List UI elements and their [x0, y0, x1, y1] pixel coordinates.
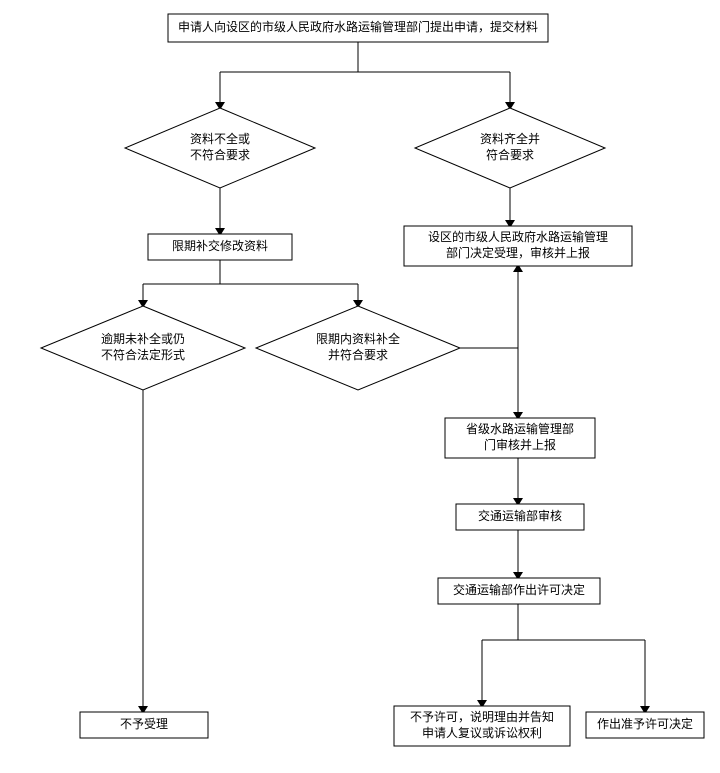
dec_incomplete-text: 不符合要求	[190, 147, 250, 162]
accept_review-text: 设区的市级人民政府水路运输管理	[428, 229, 608, 244]
dec_incomplete-text: 资料不全或	[190, 131, 250, 146]
start-text: 申请人向设区的市级人民政府水路运输管理部门提出申请，提交材料	[178, 19, 538, 34]
node-accept_review: 设区的市级人民政府水路运输管理部门决定受理，审核并上报	[404, 226, 632, 266]
dec_fixed-text: 限期内资料补全	[316, 331, 400, 346]
dec_overdue-text: 逾期未补全或仍	[101, 331, 185, 346]
node-dec_incomplete: 资料不全或不符合要求	[125, 108, 315, 188]
node-provincial: 省级水路运输管理部门审核并上报	[445, 418, 595, 458]
node-reject_accept: 不予受理	[80, 712, 208, 738]
dec_complete-text: 资料齐全并	[480, 131, 540, 146]
node-fix_deadline: 限期补交修改资料	[148, 234, 292, 260]
node-dec_fixed: 限期内资料补全并符合要求	[256, 306, 460, 390]
node-dec_overdue: 逾期未补全或仍不符合法定形式	[41, 306, 245, 390]
flowchart-canvas: 申请人向设区的市级人民政府水路运输管理部门提出申请，提交材料资料不全或不符合要求…	[0, 0, 720, 773]
dec_complete-text: 符合要求	[486, 147, 534, 162]
dec_fixed-text: 并符合要求	[328, 347, 388, 362]
mot_decision-text: 交通运输部作出许可决定	[453, 582, 585, 597]
deny_permit-text: 申请人复议或诉讼权利	[422, 726, 542, 740]
node-dec_complete: 资料齐全并符合要求	[415, 108, 605, 188]
node-mot_decision: 交通运输部作出许可决定	[438, 578, 600, 604]
node-deny_permit: 不予许可，说明理由并告知申请人复议或诉讼权利	[394, 706, 570, 746]
provincial-text: 省级水路运输管理部	[466, 421, 574, 436]
provincial-text: 门审核并上报	[484, 437, 556, 452]
mot_review-text: 交通运输部审核	[478, 508, 562, 523]
node-mot_review: 交通运输部审核	[456, 504, 584, 530]
deny_permit-text: 不予许可，说明理由并告知	[410, 709, 554, 724]
fix_deadline-text: 限期补交修改资料	[172, 238, 268, 253]
reject_accept-text: 不予受理	[120, 717, 168, 731]
node-start: 申请人向设区的市级人民政府水路运输管理部门提出申请，提交材料	[168, 14, 548, 42]
edge-10	[460, 266, 518, 348]
dec_overdue-text: 不符合法定形式	[101, 347, 185, 362]
node-grant_permit: 作出准予许可决定	[586, 712, 704, 738]
grant_permit-text: 作出准予许可决定	[597, 716, 693, 731]
accept_review-text: 部门决定受理，审核并上报	[446, 245, 590, 260]
nodes-layer: 申请人向设区的市级人民政府水路运输管理部门提出申请，提交材料资料不全或不符合要求…	[41, 14, 704, 746]
